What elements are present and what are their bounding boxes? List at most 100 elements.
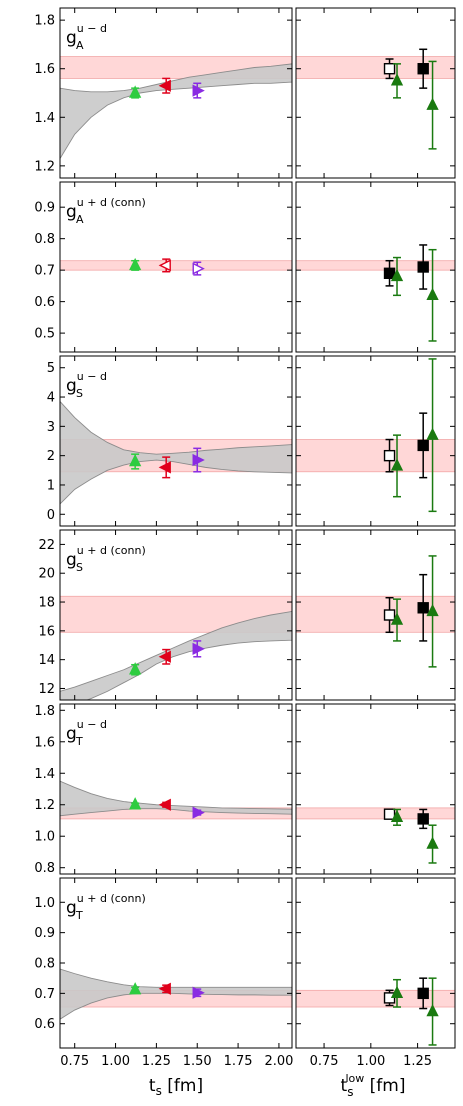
- point-marker: [158, 650, 171, 663]
- panel-5-right: [295, 703, 456, 875]
- point-marker: [192, 806, 205, 819]
- point-marker: [158, 259, 171, 272]
- axes-frame: [295, 703, 456, 875]
- x-tick-label: 1.25: [403, 1054, 432, 1069]
- point-marker: [417, 813, 429, 825]
- panel-3-right: [295, 355, 456, 527]
- data-point: [426, 977, 439, 1046]
- axes-frame: [295, 355, 456, 527]
- data-point: [158, 648, 171, 665]
- y-tick-label: 1.4: [34, 111, 55, 126]
- data-point: [192, 986, 205, 999]
- point-marker: [158, 798, 171, 811]
- data-point: [426, 60, 439, 150]
- point-marker: [192, 262, 205, 275]
- data-point: [426, 358, 439, 513]
- axes-frame: [295, 529, 456, 701]
- x-tick-label: 1.75: [224, 1054, 253, 1069]
- point-marker: [129, 662, 142, 675]
- data-point: [390, 63, 404, 99]
- data-point: [158, 258, 171, 273]
- data-point: [383, 58, 396, 80]
- x-tick-label: 0.75: [310, 1054, 339, 1069]
- point-marker: [158, 79, 171, 92]
- data-point: [192, 806, 205, 819]
- panel-label: gu + d (conn) T: [66, 892, 146, 922]
- y-tick-label: 4: [47, 391, 55, 406]
- y-tick-label: 14: [38, 653, 55, 668]
- y-tick-label: 1.0: [34, 830, 55, 845]
- panel-2-right: [295, 181, 456, 353]
- panel-1-right: [295, 7, 456, 179]
- point-marker: [417, 987, 429, 1000]
- x-tick-label: 2.00: [264, 1054, 293, 1069]
- y-tick-label: 1.2: [34, 159, 55, 174]
- point-marker: [192, 986, 205, 999]
- y-tick-label: 3: [47, 420, 55, 435]
- axes-frame: [295, 181, 456, 353]
- data-point: [417, 573, 429, 642]
- panel-4-right: [295, 529, 456, 701]
- point-marker: [192, 84, 205, 97]
- point-marker: [426, 97, 439, 110]
- axes-frame: [59, 703, 293, 875]
- panel-6-right: 0.75 1.00 1.25: [295, 877, 456, 1069]
- point-marker: [426, 836, 439, 849]
- point-marker: [426, 603, 439, 617]
- axes-frame: [59, 529, 293, 701]
- data-point: [426, 248, 439, 342]
- y-tick-label: 0.6: [34, 295, 55, 310]
- point-marker: [383, 267, 396, 279]
- point-marker: [390, 268, 404, 282]
- x-tick-label: 1.25: [142, 1054, 171, 1069]
- point-marker: [417, 261, 429, 273]
- y-tick-label: 0: [47, 508, 55, 523]
- y-tick-label: 18: [38, 596, 55, 611]
- y-tick-label: 0.6: [34, 1017, 55, 1032]
- fit-band: [60, 968, 292, 1020]
- point-marker: [192, 642, 205, 655]
- right-x-axis-label: tslow [fm]: [341, 1072, 406, 1099]
- point-marker: [383, 808, 396, 820]
- data-point: [192, 82, 205, 99]
- y-tick-label: 20: [38, 567, 55, 582]
- y-tick-label: 1: [47, 478, 55, 493]
- data-point: [417, 412, 429, 479]
- y-tick-label: 2: [47, 449, 55, 464]
- fit-band: [60, 400, 292, 505]
- point-marker: [192, 453, 205, 467]
- data-point: [390, 598, 404, 642]
- data-point: [158, 456, 171, 479]
- panel-label: gu + d (conn) A: [66, 196, 146, 226]
- y-tick-label: 22: [38, 538, 55, 553]
- point-marker: [129, 453, 142, 467]
- data-point: [390, 808, 404, 826]
- data-point: [129, 662, 142, 676]
- point-marker: [390, 809, 404, 823]
- axes-frame: [59, 7, 293, 179]
- result-band: [296, 260, 455, 271]
- y-tick-label: 0.5: [34, 327, 55, 342]
- result-band: [296, 56, 455, 79]
- y-tick-label: 0.8: [34, 232, 55, 247]
- data-point: [383, 438, 396, 473]
- data-point: [390, 434, 404, 498]
- result-band: [296, 989, 455, 1008]
- data-point: [129, 85, 142, 99]
- axes-frame: [59, 355, 293, 527]
- data-point: [426, 824, 439, 864]
- left-x-axis-label: ts [fm]: [149, 1076, 203, 1098]
- y-tick-label: 0.9: [34, 201, 55, 216]
- data-point: [192, 261, 205, 276]
- point-marker: [417, 63, 429, 75]
- y-tick-label: 0.9: [34, 926, 55, 941]
- panels: 1.2 1.4 1.6 1.8 gu − d A 0.5 0.6 0.7 0.8 0.9 gu + d…: [34, 7, 456, 1069]
- axes-frame: [59, 181, 293, 353]
- point-marker: [390, 458, 404, 471]
- panel-2-left: 0.5 0.6 0.7 0.8 0.9 gu + d (conn) A: [34, 181, 293, 353]
